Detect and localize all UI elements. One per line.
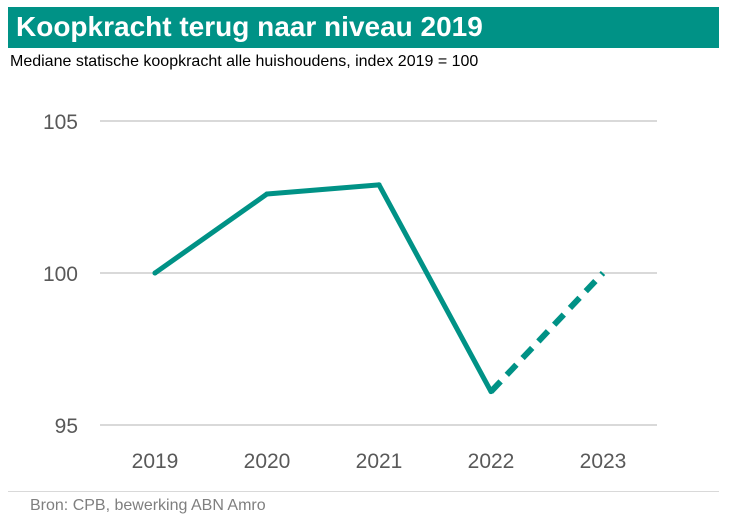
x-tick-label: 2019	[132, 450, 179, 473]
x-tick-label: 2022	[468, 450, 515, 473]
x-tick-label: 2021	[356, 450, 403, 473]
line-segment-2019-2020	[152, 191, 270, 276]
data-point-2019	[152, 270, 158, 276]
source-note: Bron: CPB, bewerking ABN Amro	[30, 497, 266, 514]
chart-subtitle: Mediane statische koopkracht alle huisho…	[10, 53, 479, 70]
y-tick-label: 105	[43, 111, 78, 134]
series-line	[152, 182, 606, 395]
gridlines	[100, 120, 657, 426]
title-bar: Koopkracht terug naar niveau 2019	[8, 7, 719, 48]
y-axis-ticks: 95 100 105	[43, 111, 78, 438]
data-point-2022	[488, 389, 494, 395]
x-axis-ticks: 2019 2020 2021 2022 2023	[132, 450, 627, 473]
data-point-2020	[264, 191, 270, 197]
y-tick-label: 100	[43, 263, 78, 286]
x-tick-label: 2023	[580, 450, 627, 473]
line-segment-2020-2021	[264, 182, 382, 197]
data-point-2021	[376, 182, 382, 188]
source-divider	[8, 491, 719, 492]
chart-title: Koopkracht terug naar niveau 2019	[16, 11, 483, 42]
forecast-segment-2022-2023	[488, 270, 606, 394]
line-segment-2021-2022	[376, 182, 494, 395]
y-tick-label: 95	[55, 415, 78, 438]
x-tick-label: 2020	[244, 450, 291, 473]
